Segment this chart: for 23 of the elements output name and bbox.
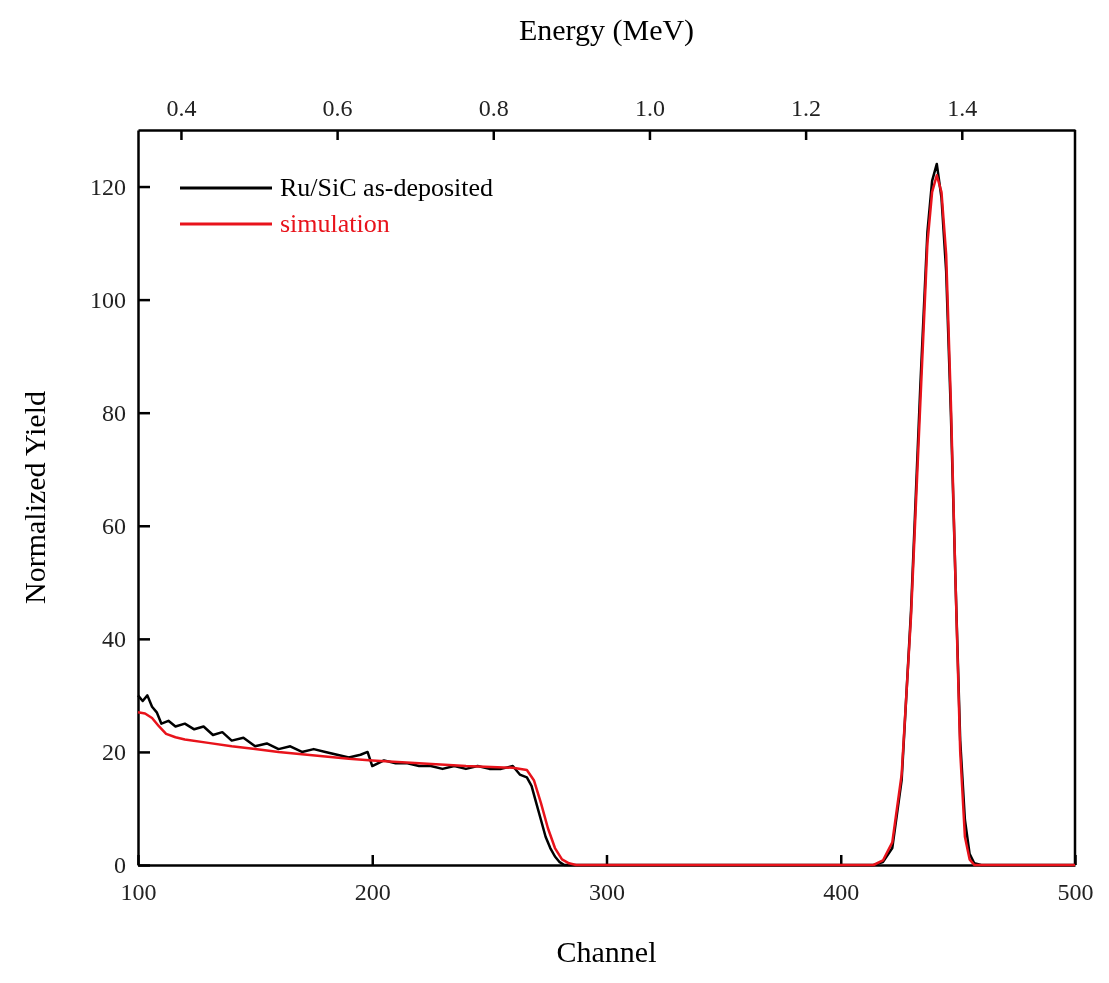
y-tick-label: 120 xyxy=(90,173,126,200)
y-tick-label: 60 xyxy=(102,512,126,539)
x2-axis-title: Energy (MeV) xyxy=(518,13,695,47)
x2-tick-label: 0.8 xyxy=(478,95,509,121)
y-axis-title: Normalized Yield xyxy=(18,391,51,604)
x2-tick-label: 1.0 xyxy=(634,95,665,121)
y-tick-label: 0 xyxy=(114,852,126,879)
y-tick-label: 40 xyxy=(102,626,126,653)
y-tick-label: 80 xyxy=(102,399,126,426)
x-tick-label: 300 xyxy=(589,879,625,906)
x-tick-label: 500 xyxy=(1057,879,1094,906)
x2-tick-label: 1.2 xyxy=(791,95,822,121)
x2-tick-label: 0.4 xyxy=(166,95,197,121)
x-tick-label: 100 xyxy=(120,879,157,906)
x2-tick-label: 0.6 xyxy=(322,95,353,121)
x-tick-label: 200 xyxy=(354,879,391,906)
x-tick-label: 400 xyxy=(823,879,860,906)
legend-label: simulation xyxy=(280,209,390,238)
y-tick-label: 100 xyxy=(90,286,126,313)
legend-label: Ru/SiC as-deposited xyxy=(280,173,494,202)
y-tick-label: 20 xyxy=(102,739,126,766)
x-axis-title: Channel xyxy=(556,935,657,968)
x2-tick-label: 1.4 xyxy=(947,95,978,121)
